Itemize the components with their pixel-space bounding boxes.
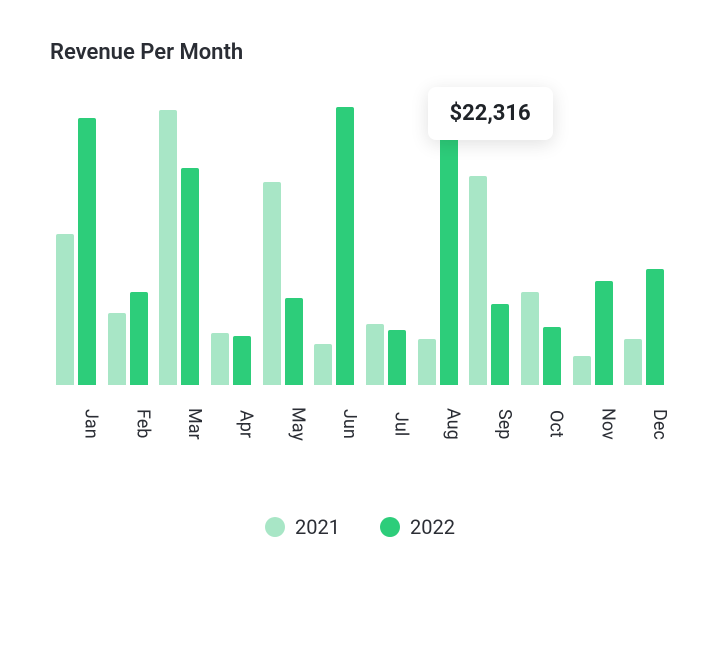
bar-2021-may[interactable] [263, 182, 281, 385]
legend-item-2022[interactable]: 2022 [380, 515, 455, 539]
bar-2022-jan[interactable] [78, 118, 96, 385]
chart-title: Revenue Per Month [50, 40, 670, 65]
bar-2022-apr[interactable] [233, 336, 251, 385]
bar-2021-mar[interactable] [159, 110, 177, 386]
x-label-may: May [257, 407, 309, 441]
x-label-apr: Apr [205, 407, 257, 441]
legend-swatch-2022 [380, 517, 400, 537]
bar-2022-nov[interactable] [595, 281, 613, 385]
chart-plot-area: JanFebMarAprMayJunJulAugSepOctNovDec $22… [50, 95, 670, 435]
legend-swatch-2021 [265, 517, 285, 537]
bar-2022-oct[interactable] [543, 327, 561, 385]
value-tooltip: $22,316 [428, 87, 553, 140]
x-label-jun: Jun [308, 407, 360, 441]
bar-2022-feb[interactable] [130, 292, 148, 385]
month-group-jun [308, 95, 360, 385]
bar-2021-feb[interactable] [108, 313, 126, 386]
legend: 2021 2022 [50, 515, 670, 539]
bar-2022-may[interactable] [285, 298, 303, 385]
x-label-sep: Sep [463, 407, 515, 441]
x-label-jul: Jul [360, 407, 412, 441]
legend-label-2021: 2021 [295, 515, 340, 539]
bar-2021-jul[interactable] [366, 324, 384, 385]
bar-2022-jun[interactable] [336, 107, 354, 385]
bar-2022-sep[interactable] [491, 304, 509, 385]
x-label-jan: Jan [50, 407, 102, 441]
bar-2021-nov[interactable] [573, 356, 591, 385]
legend-label-2022: 2022 [410, 515, 455, 539]
x-axis-labels: JanFebMarAprMayJunJulAugSepOctNovDec [50, 407, 670, 441]
x-label-aug: Aug [412, 407, 464, 441]
x-label-mar: Mar [153, 407, 205, 441]
x-label-feb: Feb [102, 407, 154, 441]
x-label-dec: Dec [618, 407, 670, 441]
bar-2021-dec[interactable] [624, 339, 642, 385]
month-group-may [257, 95, 309, 385]
bar-2021-oct[interactable] [521, 292, 539, 385]
bar-2022-mar[interactable] [181, 168, 199, 386]
month-group-jul [360, 95, 412, 385]
bar-2021-jan[interactable] [56, 234, 74, 385]
x-label-oct: Oct [515, 407, 567, 441]
bar-2022-dec[interactable] [646, 269, 664, 385]
month-group-mar [153, 95, 205, 385]
bar-2021-jun[interactable] [314, 344, 332, 385]
bar-2021-apr[interactable] [211, 333, 229, 385]
bar-2021-sep[interactable] [469, 176, 487, 385]
month-group-apr [205, 95, 257, 385]
bars-container [50, 95, 670, 385]
month-group-jan [50, 95, 102, 385]
revenue-chart-card: Revenue Per Month JanFebMarAprMayJunJulA… [0, 0, 720, 650]
month-group-dec [618, 95, 670, 385]
bar-2022-aug[interactable] [440, 124, 458, 385]
tooltip-text: $22,316 [450, 101, 531, 126]
bar-2022-jul[interactable] [388, 330, 406, 385]
legend-item-2021[interactable]: 2021 [265, 515, 340, 539]
bar-2021-aug[interactable] [418, 339, 436, 385]
month-group-feb [102, 95, 154, 385]
x-label-nov: Nov [567, 407, 619, 441]
month-group-nov [567, 95, 619, 385]
